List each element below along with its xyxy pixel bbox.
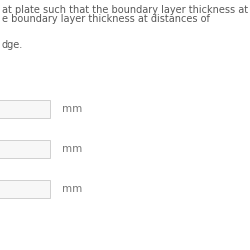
Text: dge.: dge.: [2, 40, 23, 50]
Text: mm: mm: [62, 144, 82, 154]
Text: mm: mm: [62, 184, 82, 194]
Text: mm: mm: [62, 104, 82, 114]
Text: e boundary layer thickness at distances of: e boundary layer thickness at distances …: [2, 14, 210, 24]
FancyBboxPatch shape: [0, 140, 50, 158]
FancyBboxPatch shape: [0, 100, 50, 118]
Text: at plate such that the boundary layer thickness at a dista: at plate such that the boundary layer th…: [2, 5, 250, 15]
FancyBboxPatch shape: [0, 180, 50, 198]
